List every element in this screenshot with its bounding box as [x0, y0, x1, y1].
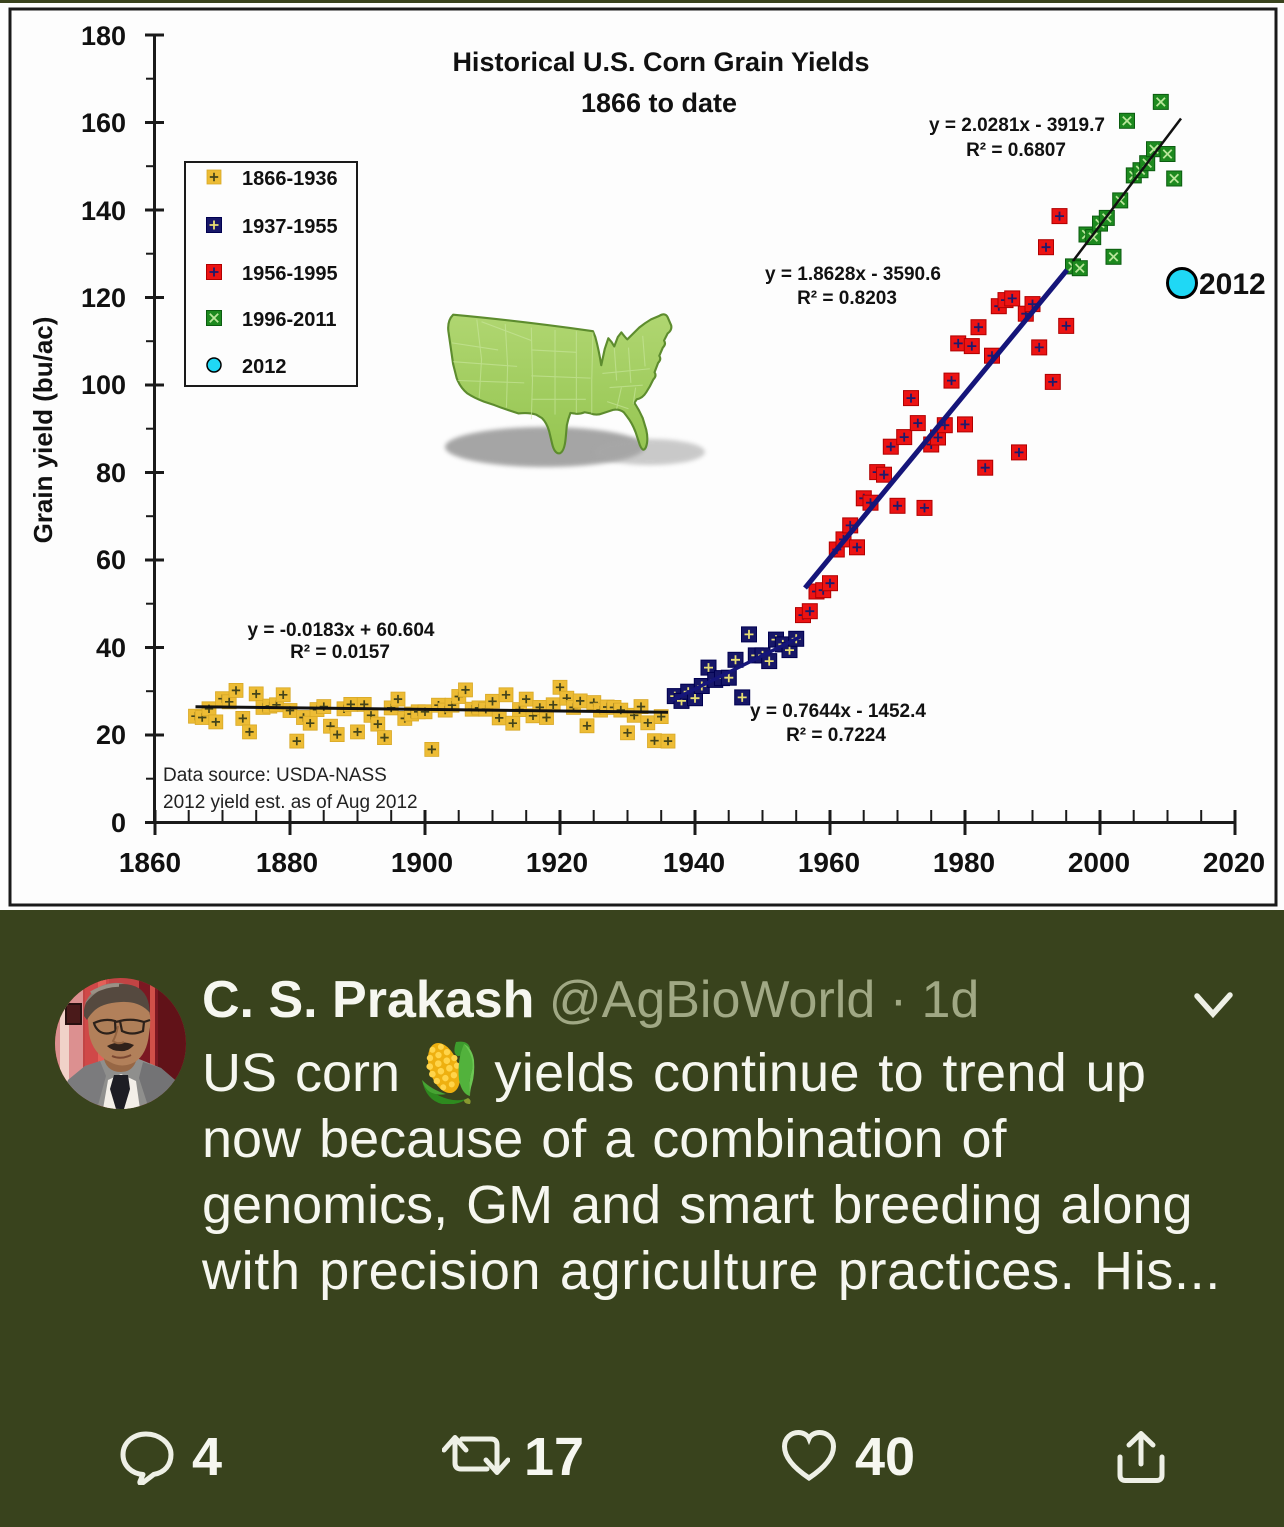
svg-text:2020: 2020	[1203, 847, 1265, 878]
svg-text:1866 to date: 1866 to date	[581, 88, 737, 118]
svg-text:60: 60	[96, 545, 126, 575]
svg-text:2012 yield est. as of Aug 2012: 2012 yield est. as of Aug 2012	[163, 792, 418, 813]
svg-text:1996-2011: 1996-2011	[242, 309, 337, 331]
svg-text:40: 40	[96, 633, 126, 663]
svg-text:2000: 2000	[1068, 847, 1130, 878]
svg-text:1960: 1960	[798, 847, 860, 878]
svg-text:y = 2.0281x - 3919.7: y = 2.0281x - 3919.7	[929, 115, 1105, 136]
svg-text:1866-1936: 1866-1936	[242, 168, 338, 190]
svg-text:1937-1955: 1937-1955	[242, 216, 338, 238]
svg-text:1880: 1880	[256, 847, 318, 878]
svg-text:180: 180	[81, 21, 126, 51]
svg-text:120: 120	[81, 283, 126, 313]
svg-text:2012: 2012	[242, 356, 287, 378]
svg-text:2012: 2012	[1199, 268, 1266, 301]
svg-text:80: 80	[96, 458, 126, 488]
svg-text:Historical U.S. Corn Grain Yie: Historical U.S. Corn Grain Yields	[452, 47, 869, 77]
svg-text:y = 0.7644x - 1452.4: y = 0.7644x - 1452.4	[750, 701, 926, 722]
svg-text:Data source: USDA-NASS: Data source: USDA-NASS	[163, 765, 387, 786]
svg-text:Grain yield (bu/ac): Grain yield (bu/ac)	[28, 317, 58, 544]
svg-text:1860: 1860	[119, 847, 181, 878]
svg-text:y = -0.0183x + 60.604: y = -0.0183x + 60.604	[248, 620, 435, 641]
svg-text:1980: 1980	[933, 847, 995, 878]
svg-text:140: 140	[81, 196, 126, 226]
svg-text:20: 20	[96, 720, 126, 750]
svg-text:1940: 1940	[663, 847, 725, 878]
svg-text:y = 1.8628x - 3590.6: y = 1.8628x - 3590.6	[765, 264, 941, 285]
svg-text:R² = 0.6807: R² = 0.6807	[966, 140, 1066, 161]
svg-text:R² = 0.0157: R² = 0.0157	[290, 642, 390, 663]
svg-text:1956-1995: 1956-1995	[242, 263, 338, 285]
svg-text:1900: 1900	[391, 847, 453, 878]
svg-text:160: 160	[81, 108, 126, 138]
svg-text:R² = 0.8203: R² = 0.8203	[797, 288, 897, 309]
svg-text:R² = 0.7224: R² = 0.7224	[786, 725, 886, 746]
svg-text:100: 100	[81, 370, 126, 400]
svg-text:1920: 1920	[526, 847, 588, 878]
svg-text:0: 0	[111, 808, 126, 838]
